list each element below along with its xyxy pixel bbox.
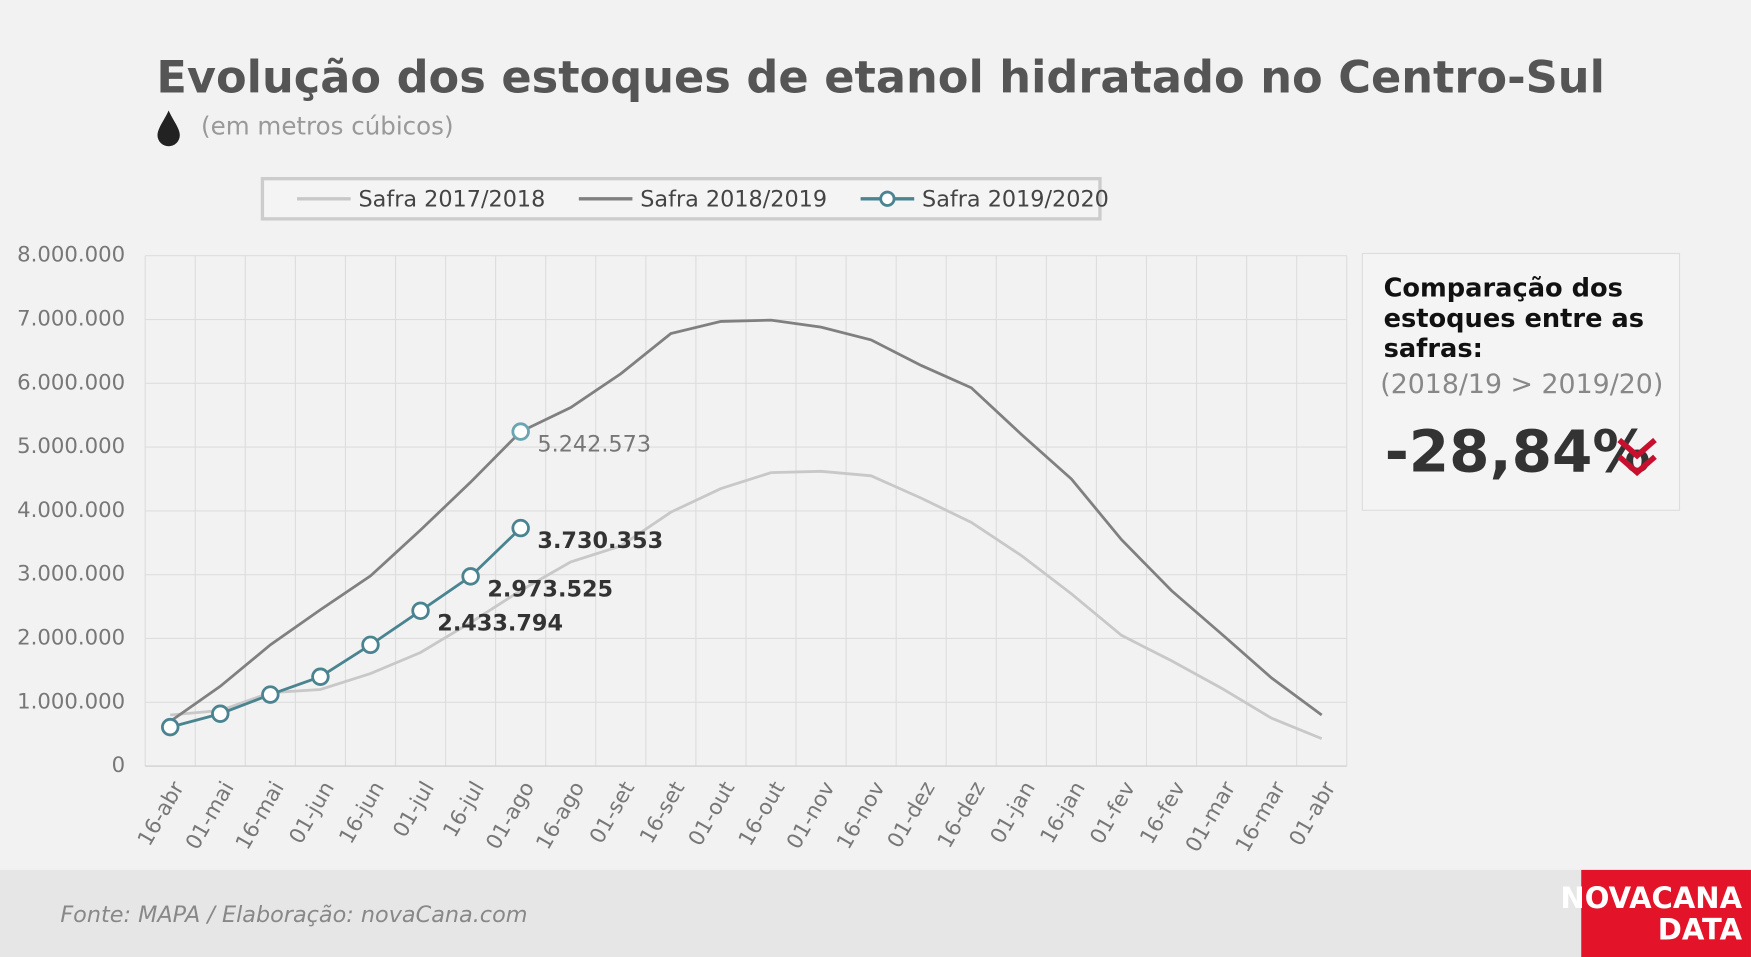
legend-label: Safra 2019/2020	[922, 186, 1109, 212]
y-tick-label: 6.000.000	[17, 370, 125, 395]
source: Fonte: MAPA / Elaboração: novaCana.com	[60, 902, 527, 928]
marker	[361, 635, 380, 655]
panel-text: safras:	[1384, 334, 1483, 364]
marker	[261, 685, 280, 704]
y-tick-label: 3.000.000	[17, 562, 125, 587]
logo-text: DATA	[1658, 912, 1743, 946]
y-tick-label: 5.000.000	[17, 434, 125, 459]
series-line	[170, 469, 1323, 740]
panel-comparison: (2018/19 > 2019/20)	[1380, 369, 1663, 400]
chart-title: Evolução dos estoques de etanol hidratad…	[156, 51, 1605, 103]
y-tick-label: 7.000.000	[17, 307, 125, 332]
y-tick-label: 0	[112, 753, 126, 778]
y-tick-label: 1.000.000	[17, 689, 125, 714]
marker	[461, 567, 480, 586]
value-label: 2.433.794	[437, 611, 563, 637]
legend-marker	[879, 190, 896, 207]
panel	[1361, 252, 1681, 511]
legend-label: Safra 2017/2018	[358, 186, 545, 212]
footer	[0, 869, 1751, 957]
marker	[161, 717, 180, 737]
marker	[211, 704, 230, 723]
y-tick-label: 2.000.000	[17, 625, 125, 650]
y-tick-label: 4.000.000	[17, 498, 125, 523]
panel-change: -28,84%	[1385, 418, 1651, 486]
y-tick-label: 8.000.000	[17, 243, 125, 268]
marker	[411, 601, 430, 621]
down-icon	[1617, 437, 1657, 477]
marker	[511, 518, 530, 538]
series-line	[169, 318, 1323, 723]
logo	[1581, 869, 1751, 957]
marker	[511, 422, 530, 441]
value-label: 3.730.353	[537, 528, 663, 554]
drop-icon	[157, 110, 180, 147]
legend-label: Safra 2018/2019	[640, 186, 827, 212]
chart-subtitle: (em metros cúbicos)	[201, 111, 454, 140]
legend-box	[260, 176, 1102, 221]
panel-text: estoques entre as	[1384, 304, 1644, 334]
marker	[311, 667, 330, 686]
panel-text: Comparação dos	[1384, 274, 1623, 304]
logo-text: NOVACANA	[1560, 881, 1742, 915]
value-label: 5.242.573	[537, 432, 651, 458]
value-label: 2.973.525	[487, 576, 613, 602]
